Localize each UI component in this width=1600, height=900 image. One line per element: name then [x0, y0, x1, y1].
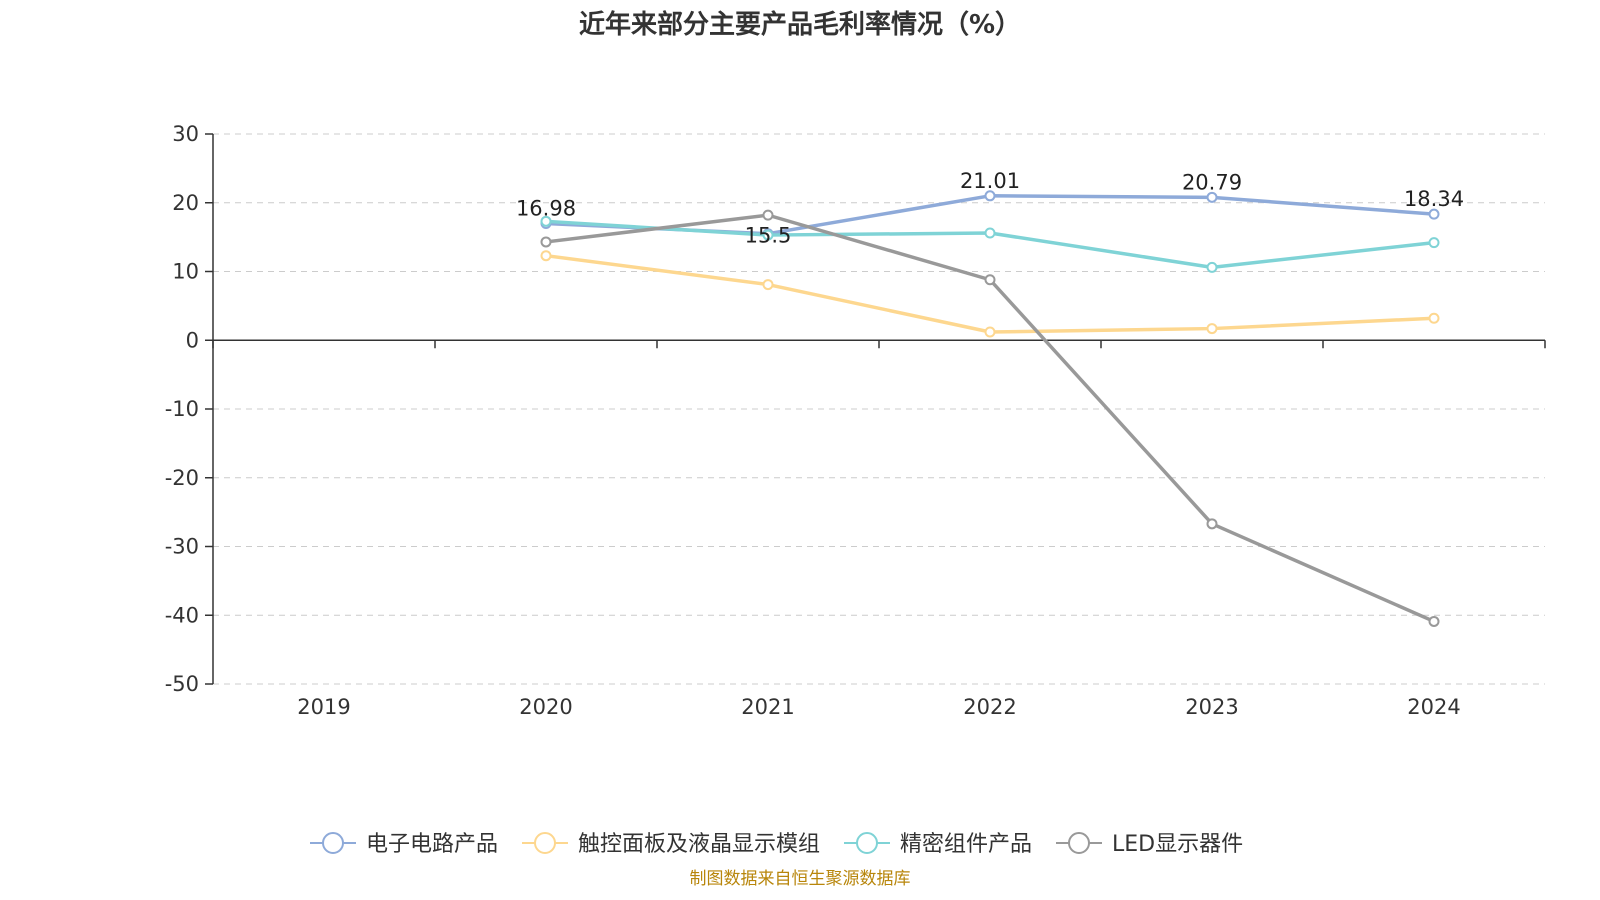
legend-label: LED显示器件 [1112, 832, 1243, 857]
data-point [1428, 208, 1440, 220]
data-point [984, 326, 996, 338]
legend-marker-icon [856, 832, 878, 854]
y-tick-label: 0 [186, 328, 199, 352]
data-point [1428, 237, 1440, 249]
series-line [545, 253, 1435, 334]
x-tick-label: 2023 [1185, 695, 1238, 719]
legend-label: 电子电路产品 [366, 832, 498, 857]
legend-marker-icon [534, 832, 556, 854]
source-note: 制图数据来自恒生聚源数据库 [690, 869, 911, 889]
chart-title: 近年来部分主要产品毛利率情况（%） [579, 9, 1021, 40]
y-tick-label: -40 [165, 603, 199, 627]
data-point [540, 215, 552, 227]
legend-item[interactable]: 精密组件产品 [844, 832, 1032, 857]
legend[interactable]: 电子电路产品 触控面板及液晶显示模组 精密组件产品 LED显示器件 [310, 832, 1243, 857]
data-point [984, 227, 996, 239]
y-tick-label: 10 [172, 260, 199, 284]
x-tick-label: 2020 [519, 695, 572, 719]
legend-marker-icon [1068, 832, 1090, 854]
data-point [1206, 191, 1218, 203]
data-point [762, 279, 774, 291]
data-point [1428, 615, 1440, 627]
series-lines [540, 190, 1440, 627]
data-point [540, 250, 552, 262]
data-label: 18.34 [1404, 187, 1464, 211]
data-label: 16.98 [516, 197, 576, 221]
x-tick-label: 2019 [297, 695, 350, 719]
data-point [1206, 323, 1218, 335]
data-point [540, 236, 552, 248]
axes: 30 20 10 0 -10 -20 -30 -40 -50 2019 2020 2021 2022 20… [165, 122, 1546, 719]
data-point [984, 190, 996, 202]
x-tick-label: 2022 [963, 695, 1016, 719]
y-tick-label: -10 [165, 397, 199, 421]
legend-label: 触控面板及液晶显示模组 [578, 832, 820, 857]
legend-label: 精密组件产品 [900, 832, 1032, 857]
data-label: 21.01 [960, 169, 1020, 193]
data-point [984, 274, 996, 286]
y-tick-label: -50 [165, 672, 199, 696]
y-tick-label: 30 [172, 122, 199, 146]
data-labels: 16.98 15.5 21.01 20.79 18.34 [516, 169, 1464, 248]
data-point [762, 229, 774, 241]
y-tick-label: -30 [165, 535, 199, 559]
data-point [1206, 518, 1218, 530]
x-tick-label: 2024 [1407, 695, 1460, 719]
y-tick-label: -20 [165, 466, 199, 490]
grid-lines [213, 133, 1545, 685]
legend-item[interactable]: 触控面板及液晶显示模组 [522, 832, 820, 857]
legend-item[interactable]: 电子电路产品 [310, 832, 498, 857]
legend-item[interactable]: LED显示器件 [1056, 832, 1243, 857]
data-point [1428, 312, 1440, 324]
legend-marker-icon [322, 832, 344, 854]
x-tick-label: 2021 [741, 695, 794, 719]
data-label: 20.79 [1182, 170, 1242, 194]
data-point [1206, 261, 1218, 273]
y-tick-label: 20 [172, 191, 199, 215]
data-point [762, 209, 774, 221]
data-label: 15.5 [745, 224, 792, 248]
